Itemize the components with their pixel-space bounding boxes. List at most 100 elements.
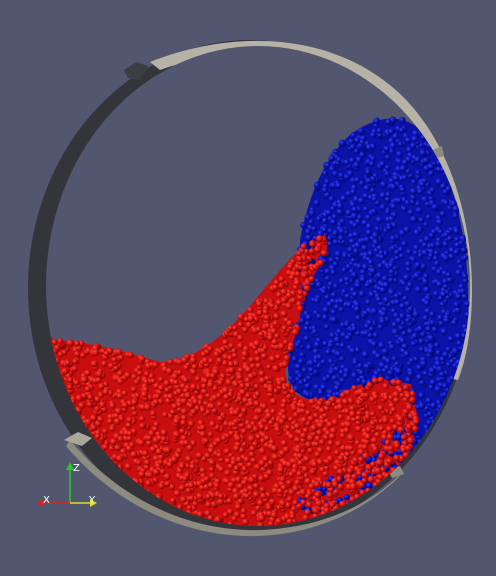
particle xyxy=(124,462,132,470)
particle xyxy=(454,241,461,249)
particle xyxy=(163,379,171,387)
particle xyxy=(349,405,356,412)
particle xyxy=(392,312,400,319)
particle xyxy=(335,440,342,448)
particle xyxy=(427,194,435,202)
particle xyxy=(227,354,234,361)
particle xyxy=(109,425,116,432)
particle xyxy=(426,442,434,450)
particle xyxy=(178,484,186,492)
z-axis-label: Z xyxy=(73,463,80,474)
particle xyxy=(280,439,288,447)
particle xyxy=(406,423,413,430)
particle xyxy=(313,412,319,419)
particle xyxy=(452,205,460,213)
particle xyxy=(321,313,329,322)
particle xyxy=(227,325,234,332)
particle xyxy=(358,290,366,298)
particle xyxy=(437,320,445,327)
particle xyxy=(323,323,330,330)
particle xyxy=(299,488,307,496)
particle xyxy=(117,378,124,385)
particle xyxy=(365,482,373,490)
particle xyxy=(328,432,336,440)
particle xyxy=(288,433,295,441)
particle xyxy=(272,312,280,320)
particle xyxy=(253,339,261,348)
particle xyxy=(459,288,466,295)
particle xyxy=(200,351,207,358)
particle xyxy=(338,139,346,147)
particle xyxy=(403,274,411,282)
particle xyxy=(422,370,429,377)
particle xyxy=(296,452,304,460)
particle xyxy=(438,423,445,430)
particle xyxy=(401,206,408,212)
particle xyxy=(306,501,313,508)
particle xyxy=(297,358,305,365)
particle xyxy=(126,430,133,437)
particle xyxy=(404,472,411,480)
particle xyxy=(106,418,114,425)
particle xyxy=(404,300,411,308)
particle xyxy=(233,445,240,452)
particle xyxy=(201,383,207,390)
particle xyxy=(415,455,422,462)
particle xyxy=(243,456,251,463)
particle xyxy=(456,340,463,347)
particle xyxy=(358,456,364,463)
particle xyxy=(227,481,235,489)
particle xyxy=(302,427,309,434)
particle xyxy=(442,416,450,424)
particle xyxy=(185,487,192,494)
particle xyxy=(377,404,384,412)
particle xyxy=(291,505,297,512)
particle xyxy=(244,392,251,399)
particle xyxy=(268,355,276,363)
particle xyxy=(422,273,430,280)
particle xyxy=(331,170,339,177)
particle xyxy=(253,400,261,407)
particle xyxy=(258,370,266,377)
particle xyxy=(325,209,333,217)
particle xyxy=(232,381,239,388)
particle xyxy=(392,482,399,489)
particle xyxy=(337,454,345,462)
particle xyxy=(189,356,197,364)
particle xyxy=(429,319,436,326)
particle xyxy=(411,332,419,340)
particle xyxy=(138,415,146,422)
particle xyxy=(365,222,373,231)
particle xyxy=(254,463,261,471)
particle xyxy=(208,458,216,466)
particle xyxy=(392,390,400,399)
particle xyxy=(61,367,69,375)
particle xyxy=(324,268,331,275)
particle xyxy=(441,240,449,248)
particle xyxy=(455,269,463,277)
particle xyxy=(258,459,266,467)
particle xyxy=(371,377,379,384)
particle xyxy=(414,156,422,163)
particle xyxy=(237,367,244,374)
particle xyxy=(274,332,280,339)
particle xyxy=(291,468,298,475)
particle xyxy=(173,430,181,439)
particle xyxy=(139,422,146,429)
particle xyxy=(407,305,414,313)
particle xyxy=(187,402,194,409)
particle xyxy=(423,286,431,294)
particle xyxy=(435,218,443,226)
particle xyxy=(255,326,262,333)
particle xyxy=(364,299,372,306)
particle xyxy=(250,363,256,369)
particle xyxy=(447,335,455,343)
particle xyxy=(353,305,361,313)
particle xyxy=(333,303,341,311)
particle xyxy=(410,256,417,263)
particle xyxy=(240,513,247,520)
particle xyxy=(107,362,115,369)
particle xyxy=(264,322,271,329)
